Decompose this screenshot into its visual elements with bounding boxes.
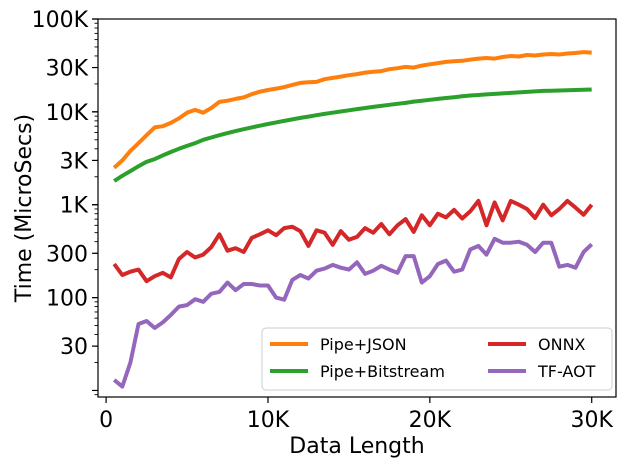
x-axis-label: Data Length: [289, 434, 424, 459]
legend-label: Pipe+JSON: [320, 335, 407, 354]
y-tick-label: 300: [46, 242, 88, 267]
legend-label: ONNX: [538, 335, 586, 354]
y-tick-label: 30K: [46, 57, 89, 82]
x-tick-label: 0: [99, 408, 113, 433]
y-tick-label: 100K: [32, 8, 89, 33]
y-axis: 30 100 300 1K 3K 10K 30K 100K: [32, 8, 98, 396]
legend-label: Pipe+Bitstream: [320, 362, 445, 381]
y-tick-label: 30: [60, 335, 88, 360]
series-line-onnx: [112, 198, 594, 284]
y-tick-label: 10K: [46, 101, 89, 126]
y-tick-label: 100: [46, 287, 88, 312]
x-tick-label: 20K: [409, 408, 452, 433]
legend-label: TF-AOT: [537, 362, 596, 381]
x-axis: 0 10K 20K 30K: [99, 397, 614, 433]
series-line-pipe-bitstream: [113, 87, 592, 183]
series-line-pipe-json: [112, 50, 592, 170]
plot-frame: [97, 18, 617, 398]
x-tick-label: 10K: [247, 408, 290, 433]
series-lines: [112, 50, 594, 389]
y-tick-label: 1K: [60, 194, 89, 219]
series-line-tf-aot: [112, 236, 594, 389]
y-tick-label: 3K: [60, 149, 89, 174]
plot-area: 30 100 300 1K 3K 10K 30K 100K 0 10K 20K 30K: [32, 8, 617, 433]
legend: Pipe+JSON Pipe+Bitstream ONNX TF-AOT: [261, 327, 613, 391]
x-tick-label: 30K: [571, 408, 614, 433]
y-axis-label: Time (MicroSecs): [12, 114, 37, 303]
